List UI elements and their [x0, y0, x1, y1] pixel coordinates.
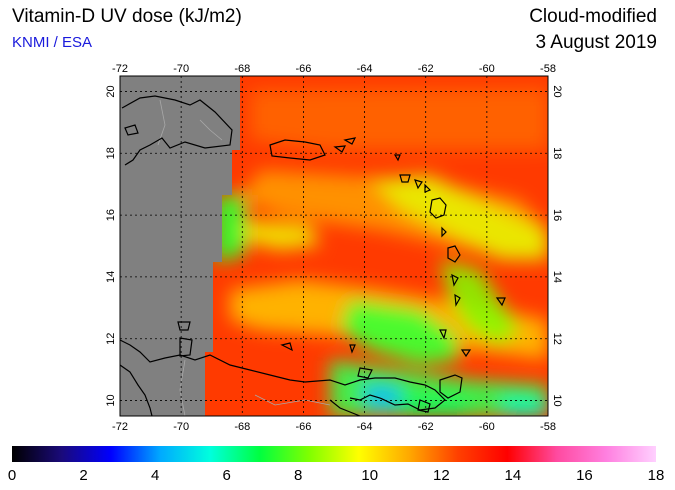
uv-dose-field: [120, 76, 548, 416]
lon-tick-label-top: -68: [234, 63, 250, 75]
country-borders: [157, 99, 331, 416]
colorbar-label: 18: [648, 467, 665, 484]
colorbar-label: 4: [151, 467, 159, 484]
lon-tick-label-top: -62: [418, 63, 434, 75]
lon-tick-label-bottom: -62: [418, 421, 434, 433]
colorbar: [12, 446, 656, 462]
lon-tick-label-top: -66: [295, 63, 311, 75]
colorbar-label: 12: [433, 467, 450, 484]
coastlines: [120, 95, 506, 416]
colorbar-label: 2: [79, 467, 87, 484]
lat-tick-label-right: 10: [551, 394, 563, 406]
map-frame: [119, 75, 549, 417]
lat-tick-label-left: 12: [105, 333, 117, 345]
lat-tick-label-right: 16: [551, 209, 563, 221]
colorbar-label: 0: [8, 467, 16, 484]
lat-tick-label-right: 20: [551, 85, 563, 97]
lon-tick-label-bottom: -70: [173, 421, 189, 433]
lon-tick-label-top: -70: [173, 63, 189, 75]
lon-tick-label-top: -64: [357, 63, 373, 75]
colorbar-labels: 0 2 4 6 8 10 12 14 16 18: [8, 467, 665, 484]
colorbar-label: 16: [576, 467, 593, 484]
field-patterns: [215, 88, 548, 416]
no-data-region: [120, 76, 240, 416]
lon-tick-label-bottom: -72: [112, 421, 128, 433]
lon-tick-label-bottom: -68: [234, 421, 250, 433]
colorbar-label: 14: [505, 467, 522, 484]
lon-tick-label-bottom: -64: [357, 421, 373, 433]
colorbar-label: 8: [294, 467, 302, 484]
lat-tick-label-left: 16: [105, 209, 117, 221]
axis-ticks: -72 -72 -70 -70 -68 -68 -66 -66 -64 -64 -62 -62 -60 -…: [105, 63, 563, 433]
colorbar-label: 6: [222, 467, 230, 484]
lon-tick-label-bottom: -60: [479, 421, 495, 433]
lon-tick-label-bottom: -66: [295, 421, 311, 433]
data-credit: KNMI / ESA: [12, 34, 93, 51]
lat-tick-label-right: 14: [551, 271, 563, 283]
product-mode: Cloud-modified: [529, 6, 657, 27]
map-date: 3 August 2019: [535, 32, 658, 53]
lat-tick-label-left: 20: [105, 85, 117, 97]
lat-tick-label-left: 10: [105, 394, 117, 406]
lon-tick-label-top: -60: [479, 63, 495, 75]
colorbar-label: 10: [361, 467, 378, 484]
map-title: Vitamin-D UV dose (kJ/m2): [12, 6, 242, 27]
lat-tick-label-right: 12: [551, 333, 563, 345]
lat-tick-label-left: 14: [105, 271, 117, 283]
lat-tick-label-right: 18: [551, 147, 563, 159]
lon-tick-label-bottom: -58: [540, 421, 556, 433]
lon-tick-label-top: -58: [540, 63, 556, 75]
lon-tick-label-top: -72: [112, 63, 128, 75]
graticule: [120, 76, 548, 416]
lat-tick-label-left: 18: [105, 147, 117, 159]
